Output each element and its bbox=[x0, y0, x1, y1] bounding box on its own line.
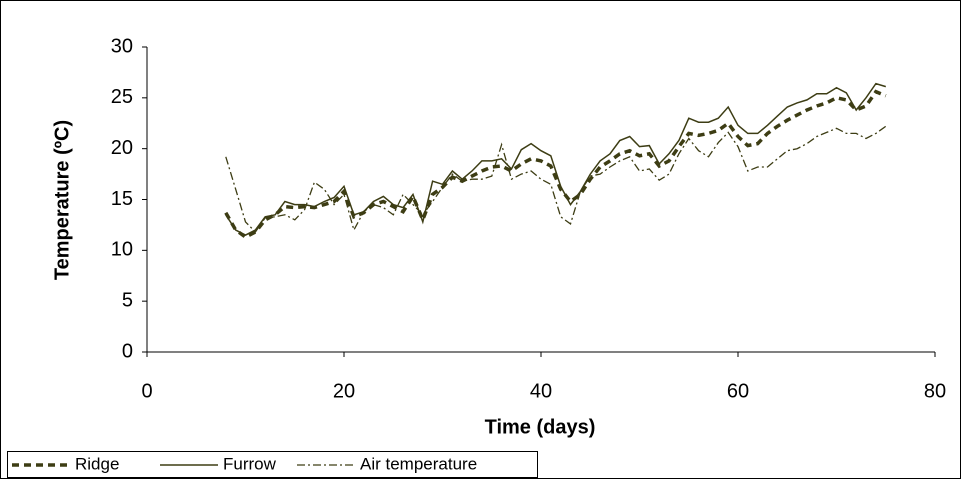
y-tick-label: 10 bbox=[111, 239, 133, 261]
y-tick-label: 0 bbox=[122, 340, 133, 362]
series-line bbox=[225, 82, 887, 236]
x-tick-label: 20 bbox=[333, 380, 355, 402]
series-line bbox=[225, 125, 887, 234]
legend-label: Air temperature bbox=[360, 454, 477, 473]
y-tick-label: 20 bbox=[111, 137, 133, 159]
y-tick-label: 15 bbox=[111, 188, 133, 210]
legend-label: Ridge bbox=[75, 454, 119, 473]
series-line bbox=[224, 89, 887, 240]
x-tick-label: 80 bbox=[924, 380, 946, 402]
y-tick-label: 25 bbox=[111, 86, 133, 108]
x-tick-label: 0 bbox=[141, 380, 152, 402]
x-axis-title: Time (days) bbox=[485, 416, 596, 438]
y-tick-label: 30 bbox=[111, 35, 133, 57]
x-tick-label: 40 bbox=[530, 380, 552, 402]
legend-box bbox=[7, 451, 538, 478]
x-tick-label: 60 bbox=[727, 380, 749, 402]
y-tick-label: 5 bbox=[122, 289, 133, 311]
legend-label: Furrow bbox=[223, 454, 277, 473]
y-axis-title: Temperature (ºC) bbox=[51, 120, 73, 280]
